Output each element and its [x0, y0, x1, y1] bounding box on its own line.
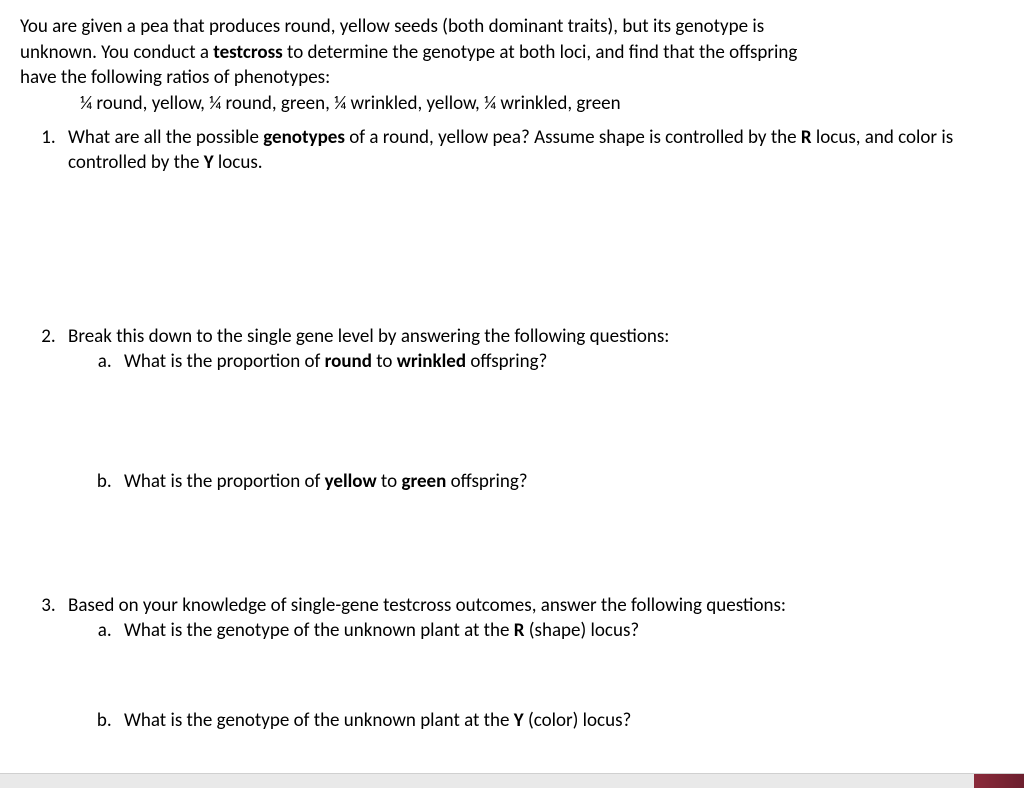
intro-text: unknown. You conduct a — [20, 41, 213, 64]
q3b-text: What is the genotype of the unknown plan… — [124, 709, 514, 732]
q2a-text: to — [372, 350, 397, 373]
q1-bold-R: R — [801, 126, 812, 149]
question-3b: What is the genotype of the unknown plan… — [116, 708, 1004, 764]
q2a-bold-wrinkled: wrinkled — [397, 350, 466, 373]
q1-bold-genotypes: genotypes — [263, 126, 345, 149]
q2a-bold-round: round — [325, 350, 372, 373]
q2a-text: offspring? — [466, 350, 547, 373]
answer-space — [124, 375, 1004, 465]
intro-text: to determine the genotype at both loci, … — [283, 41, 798, 64]
q3a-text: (shape) locus? — [524, 619, 639, 642]
q2b-text: to — [377, 470, 402, 493]
intro-ratios: ¼ round, yellow, ¼ round, green, ¼ wrink… — [20, 91, 1004, 117]
q2a-text: What is the proportion of — [124, 350, 325, 373]
q3a-text: What is the genotype of the unknown plan… — [124, 619, 514, 642]
answer-space — [68, 176, 1004, 316]
q3b-text: (color) locus? — [524, 709, 632, 732]
q3b-bold-Y: Y — [514, 709, 524, 732]
question-list: What are all the possible genotypes of a… — [20, 125, 1004, 764]
q3a-bold-R: R — [514, 619, 525, 642]
intro-text: You are given a pea that produces round,… — [20, 15, 764, 38]
q2b-bold-green: green — [401, 470, 446, 493]
question-3a: What is the genotype of the unknown plan… — [116, 618, 1004, 704]
worksheet-page: You are given a pea that produces round,… — [0, 0, 1024, 786]
intro-text: have the following ratios of phenotypes: — [20, 66, 330, 89]
answer-space — [124, 734, 1004, 764]
q2b-text: offspring? — [446, 470, 527, 493]
question-2a: What is the proportion of round to wrink… — [116, 349, 1004, 465]
question-1: What are all the possible genotypes of a… — [60, 125, 1004, 316]
answer-space — [124, 495, 1004, 585]
question-3-subs: What is the genotype of the unknown plan… — [68, 618, 1004, 763]
q1-text: locus. — [214, 151, 263, 174]
q2b-bold-yellow: yellow — [325, 470, 377, 493]
q2b-text: What is the proportion of — [124, 470, 325, 493]
q3-stem: Based on your knowledge of single-gene t… — [68, 594, 786, 617]
intro-paragraph: You are given a pea that produces round,… — [20, 14, 1004, 117]
question-2-subs: What is the proportion of round to wrink… — [68, 349, 1004, 584]
question-3: Based on your knowledge of single-gene t… — [60, 593, 1004, 764]
q2-stem: Break this down to the single gene level… — [68, 325, 669, 348]
answer-space — [124, 644, 1004, 704]
q1-text: of a round, yellow pea? Assume shape is … — [345, 126, 801, 149]
q1-bold-Y: Y — [204, 151, 214, 174]
intro-bold-testcross: testcross — [213, 41, 282, 64]
question-2: Break this down to the single gene level… — [60, 324, 1004, 585]
question-2b: What is the proportion of yellow to gree… — [116, 469, 1004, 585]
resize-corner[interactable] — [974, 774, 1024, 788]
q1-text: What are all the possible — [68, 126, 263, 149]
window-bottom-bar — [0, 773, 1024, 788]
